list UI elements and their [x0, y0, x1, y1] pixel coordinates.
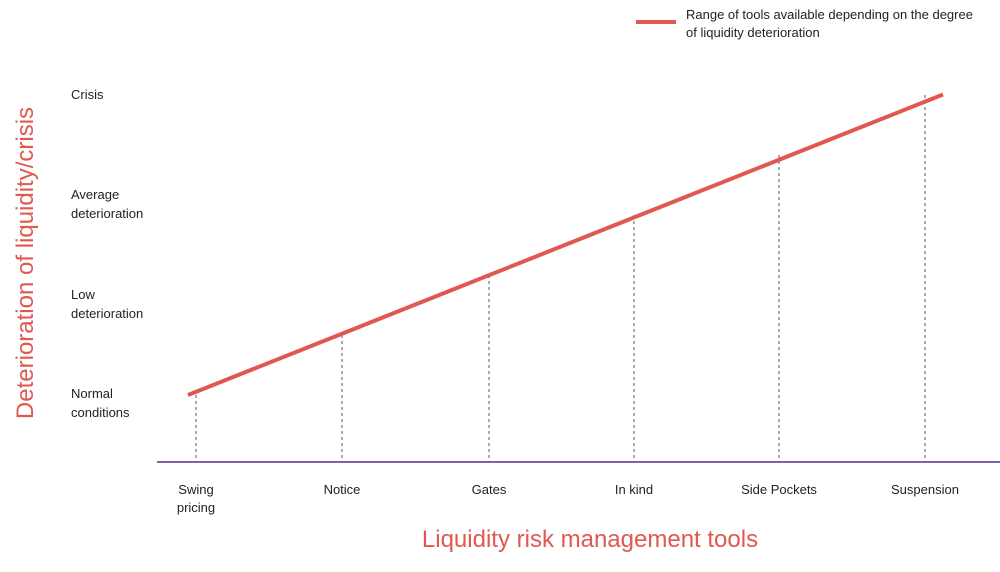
x-axis-title: Liquidity risk management tools: [421, 526, 759, 553]
y-axis-title: Deterioration of liquidity/crisis: [12, 106, 39, 420]
x-tick-suspension: Suspension: [891, 482, 959, 497]
x-tick-side-pockets: Side Pockets: [741, 482, 817, 497]
dashed-guides: [195, 95, 926, 462]
x-tick-in-kind: In kind: [614, 482, 654, 497]
legend-label: Range of tools available depending on th…: [686, 7, 973, 40]
y-level-low-deterioration: Low deterioration: [71, 287, 144, 321]
y-level-crisis: Crisis: [71, 87, 104, 102]
x-tick-gates: Gates: [471, 482, 507, 497]
x-tick-swing-pricing: Swing pricing: [176, 482, 216, 515]
series-line: [187, 92, 944, 397]
x-tick-notice: Notice: [323, 482, 361, 497]
legend-swatch: [636, 20, 676, 24]
legend: Range of tools available depending on th…: [636, 6, 976, 42]
y-level-normal-conditions: Normal conditions: [71, 386, 130, 420]
y-level-average-deterioration: Average deterioration: [71, 187, 144, 221]
